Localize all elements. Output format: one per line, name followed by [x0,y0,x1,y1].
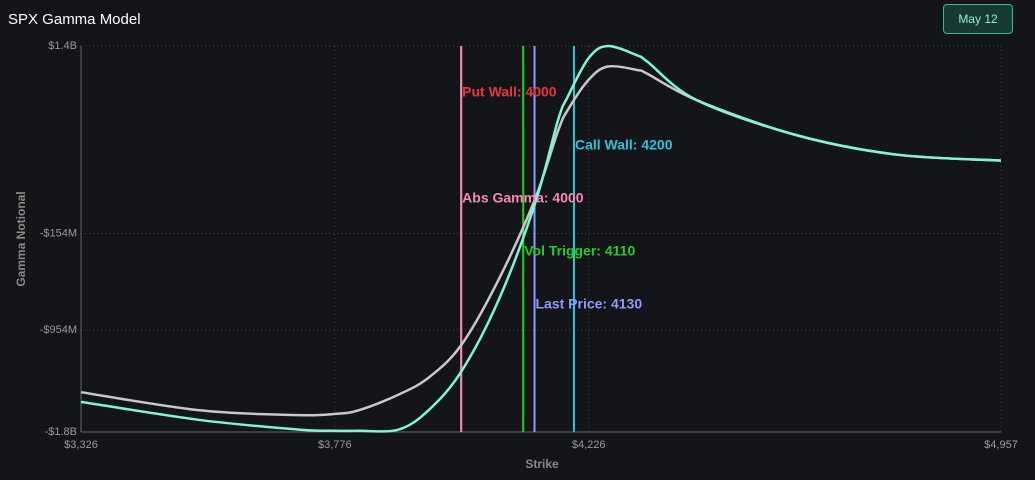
marker-label: Abs Gamma: 4000 [462,190,584,206]
series-line [80,44,1002,433]
x-tick-label: $4,226 [572,439,606,451]
marker-label: Call Wall: 4200 [575,137,673,153]
marker-label: Vol Trigger: 4110 [524,243,635,259]
marker-label: Last Price: 4130 [536,296,643,312]
marker-label: Put Wall: 4000 [462,84,557,100]
date-button[interactable]: May 12 [943,4,1013,34]
x-tick-label: $3,776 [318,439,352,451]
x-tick-label: $4,957 [984,439,1018,451]
y-tick-label: $1.4B [48,40,77,52]
y-tick-label: -$954M [40,324,77,336]
y-tick-label: -$154M [40,227,77,239]
page-title: SPX Gamma Model [8,11,141,28]
x-axis-title: Strike [525,457,559,471]
series-line [80,64,1002,417]
x-tick-label: $3,326 [64,439,98,451]
y-tick-label: -$1.8B [45,426,77,438]
y-axis-title: Gamma Notional [14,191,28,286]
